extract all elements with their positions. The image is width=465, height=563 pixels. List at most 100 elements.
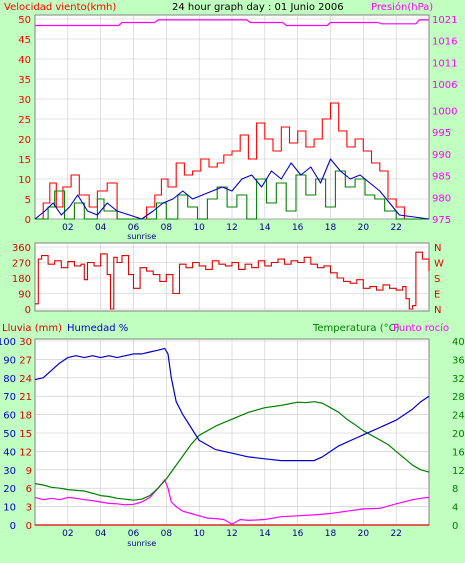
humidity-y-tick: 20 — [3, 484, 16, 495]
wind-x-tick: 20 — [358, 223, 370, 233]
temperature-line — [34, 401, 430, 501]
wind-y-tick: 40 — [18, 55, 31, 66]
humidity-x-tick: 06 — [128, 529, 140, 539]
humidity-x-tick: 16 — [292, 529, 304, 539]
humidity-y-tick: 0 — [10, 521, 16, 532]
direction-compass-tick: E — [434, 290, 440, 301]
wind-x-tick: 10 — [193, 223, 205, 233]
chart-title: 24 hour graph day : 01 Junio 2006 — [172, 2, 344, 13]
direction-y-tick: 180 — [12, 274, 31, 285]
humidity-temp-grid — [35, 339, 429, 526]
dewpoint-line — [34, 479, 430, 525]
direction-compass-tick: N — [434, 243, 441, 254]
rain-y-tick: 30 — [19, 337, 32, 348]
humidity-y-tick: 30 — [3, 466, 16, 477]
humidity-x-tick: 10 — [193, 529, 205, 539]
direction-compass-tick: N — [434, 305, 441, 316]
wind-pressure-grid — [35, 15, 429, 220]
humidity-y-tick: 80 — [3, 374, 16, 385]
wind-y-tick: 30 — [18, 95, 31, 106]
wind-y-tick: 15 — [18, 155, 31, 166]
wind-y-tick: 5 — [25, 195, 31, 206]
wind-x-tick: 12 — [226, 223, 237, 233]
wind-x-tick: 08 — [161, 223, 173, 233]
humidity-y-tick: 50 — [3, 429, 16, 440]
wind-avg-line — [34, 158, 430, 220]
temperature-y-tick: 32 — [452, 374, 465, 385]
humidity-y-tick: 70 — [3, 392, 16, 403]
rain-y-tick: 12 — [19, 447, 32, 458]
temperature-y-tick: 20 — [452, 429, 465, 440]
humidity-x-tick: 18 — [325, 529, 337, 539]
humidity-y-tick: 100 — [0, 337, 16, 348]
direction-grid — [35, 243, 429, 311]
direction-y-tick: 0 — [25, 305, 31, 316]
wind-y-tick: 0 — [25, 215, 31, 226]
humidity-x-tick: 08 — [161, 529, 173, 539]
axis-ticks: 0510152025303540455097598098599099510001… — [0, 15, 465, 548]
temperature-y-tick: 24 — [452, 411, 465, 422]
temperature-y-tick: 8 — [452, 484, 458, 495]
dewpoint-axis-title: Punto rocío — [393, 322, 449, 334]
wind-x-tick: 14 — [259, 223, 271, 233]
humidity-axis-title: Humedad % — [67, 323, 128, 334]
pressure-y-tick: 1006 — [432, 80, 457, 91]
humidity-y-tick: 60 — [3, 411, 16, 422]
wind-y-tick: 50 — [18, 15, 31, 26]
wind-y-tick: 20 — [18, 135, 31, 146]
rain-y-tick: 15 — [19, 429, 32, 440]
temperature-y-tick: 12 — [452, 466, 465, 477]
humidity-temp-series — [34, 347, 430, 526]
pressure-y-tick: 1021 — [432, 15, 457, 26]
temperature-y-tick: 0 — [452, 521, 458, 532]
direction-y-tick: 360 — [12, 243, 31, 254]
wind-y-tick: 10 — [18, 175, 31, 186]
wind-x-tick: 04 — [95, 223, 107, 233]
temperature-y-tick: 4 — [452, 503, 458, 514]
pressure-y-tick: 985 — [432, 172, 451, 183]
rain-y-tick: 6 — [26, 484, 32, 495]
pressure-y-tick: 1016 — [432, 37, 457, 48]
wind-x-tick: 22 — [390, 223, 401, 233]
wind-min-line — [35, 170, 429, 220]
humidity-x-tick: 02 — [62, 529, 73, 539]
rain-y-tick: 9 — [26, 466, 32, 477]
wind-gust-line — [35, 102, 429, 220]
pressure-y-tick: 975 — [432, 215, 451, 226]
pressure-y-tick: 995 — [432, 128, 451, 139]
wind-x-tick: 18 — [325, 223, 337, 233]
rain-y-tick: 27 — [19, 355, 32, 366]
rain-axis-title: Lluvia (mm) — [2, 323, 62, 334]
wind-direction-line — [35, 251, 430, 310]
pressure-y-tick: 1011 — [432, 58, 457, 69]
humidity-x-tick: 22 — [390, 529, 401, 539]
pressure-y-tick: 980 — [432, 193, 451, 204]
wind-y-tick: 45 — [18, 35, 31, 46]
wind-x-tick: 16 — [292, 223, 304, 233]
wind-pressure-series — [34, 19, 430, 220]
direction-compass-tick: W — [434, 259, 444, 270]
pressure-y-tick: 990 — [432, 150, 451, 161]
wind-y-tick: 35 — [18, 75, 31, 86]
direction-series — [35, 251, 430, 310]
rain-y-tick: 18 — [19, 411, 32, 422]
direction-y-tick: 90 — [18, 290, 31, 301]
pressure-y-tick: 1000 — [432, 106, 457, 117]
pressure-axis-title: Presión(hPa) — [371, 1, 433, 13]
sunrise-label-bottom: sunrise — [127, 539, 156, 548]
direction-y-tick: 270 — [12, 259, 31, 270]
temperature-y-tick: 28 — [452, 392, 465, 403]
temperature-y-tick: 40 — [452, 337, 465, 348]
pressure-line — [35, 19, 429, 27]
temperature-axis-title: Temperatura (°C) — [312, 323, 400, 334]
humidity-y-tick: 10 — [3, 503, 16, 514]
wind-axis-title: Velocidad viento(kmh) — [4, 2, 116, 13]
wind-x-tick: 02 — [62, 223, 73, 233]
direction-compass-tick: S — [434, 274, 440, 285]
humidity-y-tick: 90 — [3, 355, 16, 366]
rain-y-tick: 3 — [26, 503, 32, 514]
sunrise-label: sunrise — [127, 232, 156, 241]
wind-y-tick: 25 — [18, 115, 31, 126]
rain-y-tick: 24 — [19, 374, 32, 385]
